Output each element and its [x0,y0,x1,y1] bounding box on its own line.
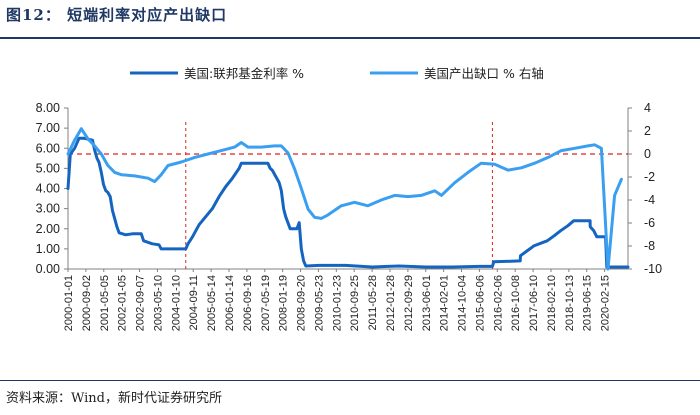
fed-funds-rate-line [66,136,630,269]
figure-title: 图12： 短端利率对应产出缺口 [6,6,228,24]
left-tick-label: 1.00 [36,242,60,256]
right-tick-label: -8 [644,239,655,253]
x-tick-label: 2010-01-23 [331,275,343,331]
right-tick-label: -6 [644,216,655,230]
x-tick-label: 2000-09-02 [81,275,93,331]
source-rule [0,380,700,381]
x-tick-label: 2001-05-05 [99,275,111,331]
source-note: 资料来源：Wind，新时代证券研究所 [6,391,222,406]
chart-svg: 美国:联邦基金利率 % 美国产出缺口 % 右轴 0.00 1.00 2.00 3.00 4… [36,66,662,331]
legend-label-gap: 美国产出缺口 % 右轴 [424,66,544,81]
x-tick-label: 2012-09-29 [403,275,415,331]
legend-label-fed: 美国:联邦基金利率 % [184,66,304,81]
x-tick-label: 2014-02-01 [439,275,451,331]
x-tick-label: 2002-01-05 [117,275,129,331]
x-tick-label: 2002-09-07 [135,275,147,331]
left-tick-label: 6.00 [36,141,60,155]
right-tick-label: 4 [644,101,651,115]
right-tick-label: -2 [644,170,655,184]
x-tick-label: 2016-02-06 [492,275,504,331]
x-tick-label: 2019-06-15 [582,275,594,331]
series-lines [66,127,630,271]
x-tick-label: 2014-10-04 [457,275,469,331]
left-tick-label: 7.00 [36,121,60,135]
right-tick-label: 0 [644,147,651,161]
x-tick-label: 2016-10-08 [510,275,522,331]
x-tick-label: 2007-05-19 [260,275,272,331]
x-tick-label: 2012-01-28 [385,275,397,331]
x-tick-label: 2006-09-16 [242,275,254,331]
title-rule [0,37,700,39]
x-tick-label: 2006-01-14 [224,275,236,331]
x-tick-label: 2000-01-01 [63,275,75,331]
x-tick-label: 2018-10-13 [564,275,576,331]
x-tick-label: 2015-06-06 [474,275,486,331]
axes: 0.00 1.00 2.00 3.00 4.00 5.00 6.00 7.00 8.00 -10 -… [36,101,662,331]
x-tick-label: 2004-09-11 [188,275,200,330]
right-tick-label: 2 [644,124,651,138]
left-tick-label: 0.00 [36,262,60,276]
x-tick-label: 2017-06-10 [528,275,540,331]
x-tick-label: 2008-01-19 [278,275,290,331]
x-tick-label: 2009-05-23 [313,275,325,331]
x-tick-label: 2008-09-20 [296,275,308,331]
x-tick-label: 2011-05-28 [367,275,379,330]
x-tick-label: 2013-06-01 [421,275,433,331]
left-tick-label: 5.00 [36,161,60,175]
left-tick-label: 8.00 [36,101,60,115]
x-tick-label: 2004-01-10 [170,275,182,331]
output-gap-line [66,127,623,271]
x-tick-label: 2018-02-10 [546,275,558,331]
x-tick-label: 2020-02-15 [600,275,612,331]
reference-lines [68,122,628,269]
left-tick-label: 3.00 [36,202,60,216]
left-tick-label: 4.00 [36,182,60,196]
x-tick-label: 2005-05-14 [206,275,218,331]
right-tick-label: -10 [644,262,662,276]
left-tick-label: 2.00 [36,222,60,236]
x-tick-label: 2003-05-10 [152,275,164,331]
legend: 美国:联邦基金利率 % 美国产出缺口 % 右轴 [130,66,544,81]
x-tick-label: 2010-09-25 [349,275,361,331]
right-tick-label: -4 [644,193,655,207]
